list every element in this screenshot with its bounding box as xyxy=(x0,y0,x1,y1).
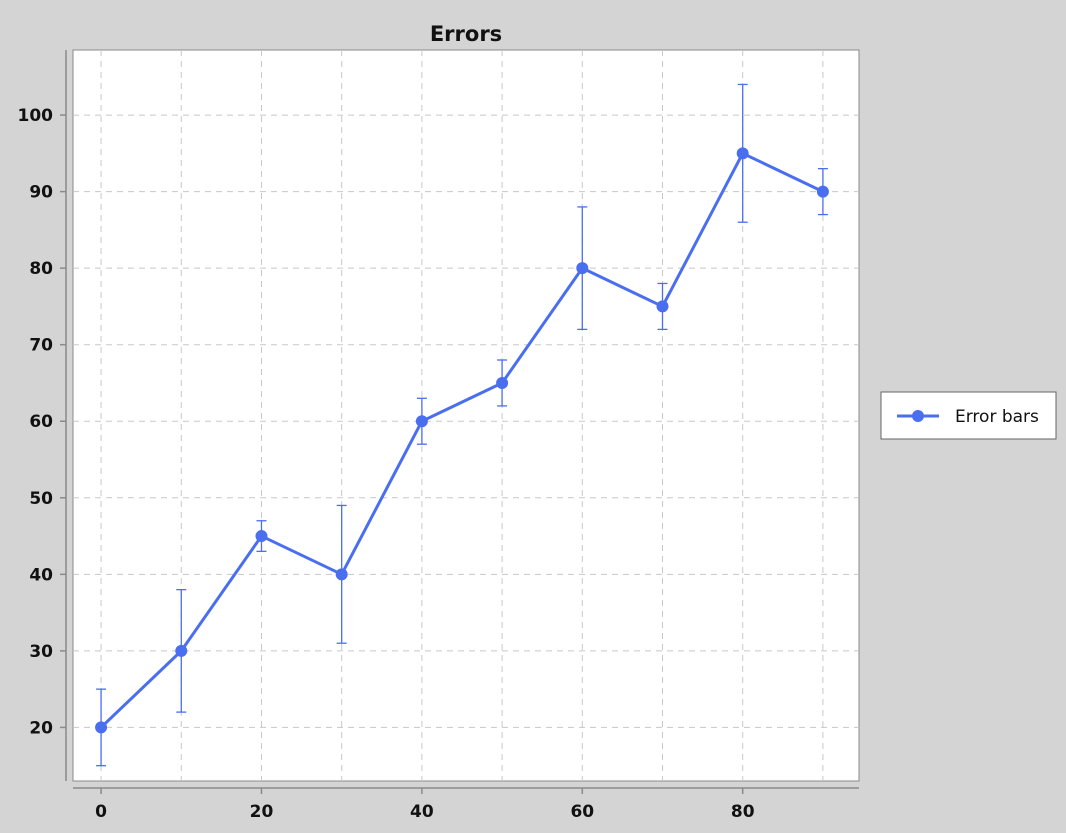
data-point xyxy=(95,721,108,734)
data-point xyxy=(496,376,509,389)
chart-title: Errors xyxy=(430,22,502,46)
y-tick-label: 100 xyxy=(18,106,54,126)
y-tick-label: 20 xyxy=(29,718,53,738)
data-point xyxy=(816,185,829,198)
series-layer xyxy=(95,83,829,767)
y-tick-label: 80 xyxy=(29,259,53,279)
y-tick-label: 40 xyxy=(29,565,53,585)
x-tick-label: 0 xyxy=(95,802,107,822)
y-tick-label: 70 xyxy=(29,336,53,356)
legend-entry-error-bars: Error bars xyxy=(955,407,1039,427)
y-tick-label: 30 xyxy=(29,642,53,662)
data-point xyxy=(335,568,348,581)
data-point xyxy=(576,262,589,275)
y-tick-label: 60 xyxy=(29,412,53,432)
legend-marker-symbol xyxy=(912,410,924,422)
x-axis-ticks: 0 20 40 60 80 xyxy=(95,788,755,822)
x-tick-label: 20 xyxy=(250,802,274,822)
y-tick-label: 50 xyxy=(29,489,53,509)
legend: Error bars xyxy=(880,391,1057,440)
y-axis-ticks: 20 30 40 50 60 70 80 90 100 xyxy=(18,106,66,738)
x-tick-label: 40 xyxy=(410,802,434,822)
data-point xyxy=(175,644,188,657)
data-point xyxy=(656,300,669,313)
series-line xyxy=(100,151,824,729)
x-tick-label: 80 xyxy=(731,802,755,822)
data-point xyxy=(415,415,428,428)
data-point xyxy=(255,530,268,543)
plot-area xyxy=(72,49,860,782)
data-point xyxy=(736,147,749,160)
y-tick-label: 90 xyxy=(29,183,53,203)
x-tick-label: 60 xyxy=(570,802,594,822)
